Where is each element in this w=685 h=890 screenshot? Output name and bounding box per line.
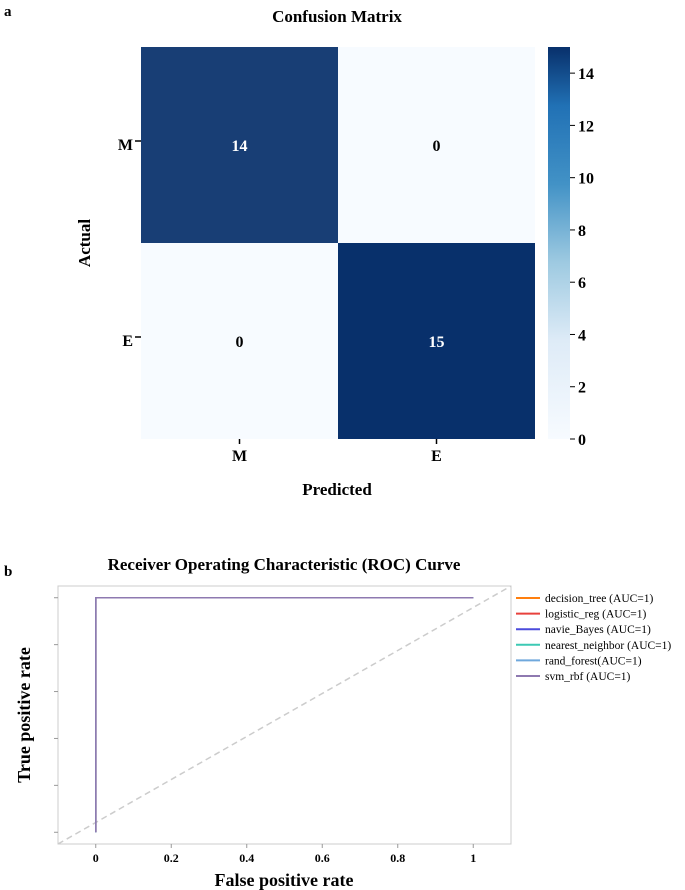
roc-series-line <box>95 596 474 833</box>
roc-x-tick-label: 0.8 <box>390 851 405 865</box>
roc-legend: decision_tree (AUC=1) logistic_reg (AUC=1… <box>516 593 671 683</box>
colorbar-tick-label: 8 <box>578 223 586 240</box>
panel-label-a: a <box>4 4 12 20</box>
matrix-cell <box>141 47 338 243</box>
legend-label: rand_forest(AUC=1) <box>545 655 642 667</box>
legend-label: navie_Bayes (AUC=1) <box>545 624 651 636</box>
matrix-cell <box>338 47 535 243</box>
matrix-cell <box>141 243 338 439</box>
roc-x-tick-label: 0.2 <box>164 851 179 865</box>
x-tick-label: M <box>232 448 247 465</box>
roc-title: Receiver Operating Characteristic (ROC) … <box>108 555 461 574</box>
matrix-cell <box>338 243 535 439</box>
confusion-matrix-ylabel: Actual <box>75 219 94 267</box>
roc-chance-diagonal <box>57 585 512 845</box>
colorbar-tick-label: 0 <box>578 432 586 449</box>
y-tick-label: E <box>122 333 133 350</box>
panel-label-b: b <box>4 564 12 580</box>
colorbar-tick-label: 2 <box>578 380 586 397</box>
roc-x-tick-label: 1 <box>470 851 476 865</box>
confusion-matrix-labels: M E M E <box>118 137 442 465</box>
colorbar-tick-label: 14 <box>578 66 594 83</box>
matrix-cell-value: 15 <box>429 334 445 351</box>
confusion-matrix-cells: 14 0 0 15 <box>141 47 535 439</box>
confusion-matrix-title: Confusion Matrix <box>272 7 402 26</box>
legend-label: decision_tree (AUC=1) <box>545 593 654 605</box>
colorbar-tick-label: 10 <box>578 171 594 188</box>
colorbar-ticks: 0 2 4 6 8 10 12 14 <box>570 66 594 449</box>
roc-ylabel: True positive rate <box>14 647 34 783</box>
colorbar-tick-label: 12 <box>578 118 594 135</box>
roc-x-tick-label: 0 <box>93 851 99 865</box>
matrix-cell-value: 0 <box>236 334 244 351</box>
confusion-matrix-xlabel: Predicted <box>302 480 372 499</box>
roc-lines <box>57 585 512 845</box>
roc-xlabel: False positive rate <box>215 870 354 890</box>
roc-x-tick-label: 0.6 <box>315 851 330 865</box>
y-tick-label: M <box>118 137 133 154</box>
matrix-cell-value: 0 <box>433 138 441 155</box>
legend-label: logistic_reg (AUC=1) <box>545 609 647 621</box>
legend-label: svm_rbf (AUC=1) <box>545 671 631 683</box>
x-tick-label: E <box>431 448 442 465</box>
colorbar <box>548 47 570 439</box>
colorbar-tick-label: 6 <box>578 275 586 292</box>
colorbar-tick-label: 4 <box>578 327 586 344</box>
matrix-cell-value: 14 <box>232 138 248 155</box>
roc-x-tick-label: 0.4 <box>239 851 254 865</box>
roc-axes: 0 0.2 0.4 0.6 0.8 1 <box>54 597 476 865</box>
legend-label: nearest_neighbor (AUC=1) <box>545 640 671 652</box>
